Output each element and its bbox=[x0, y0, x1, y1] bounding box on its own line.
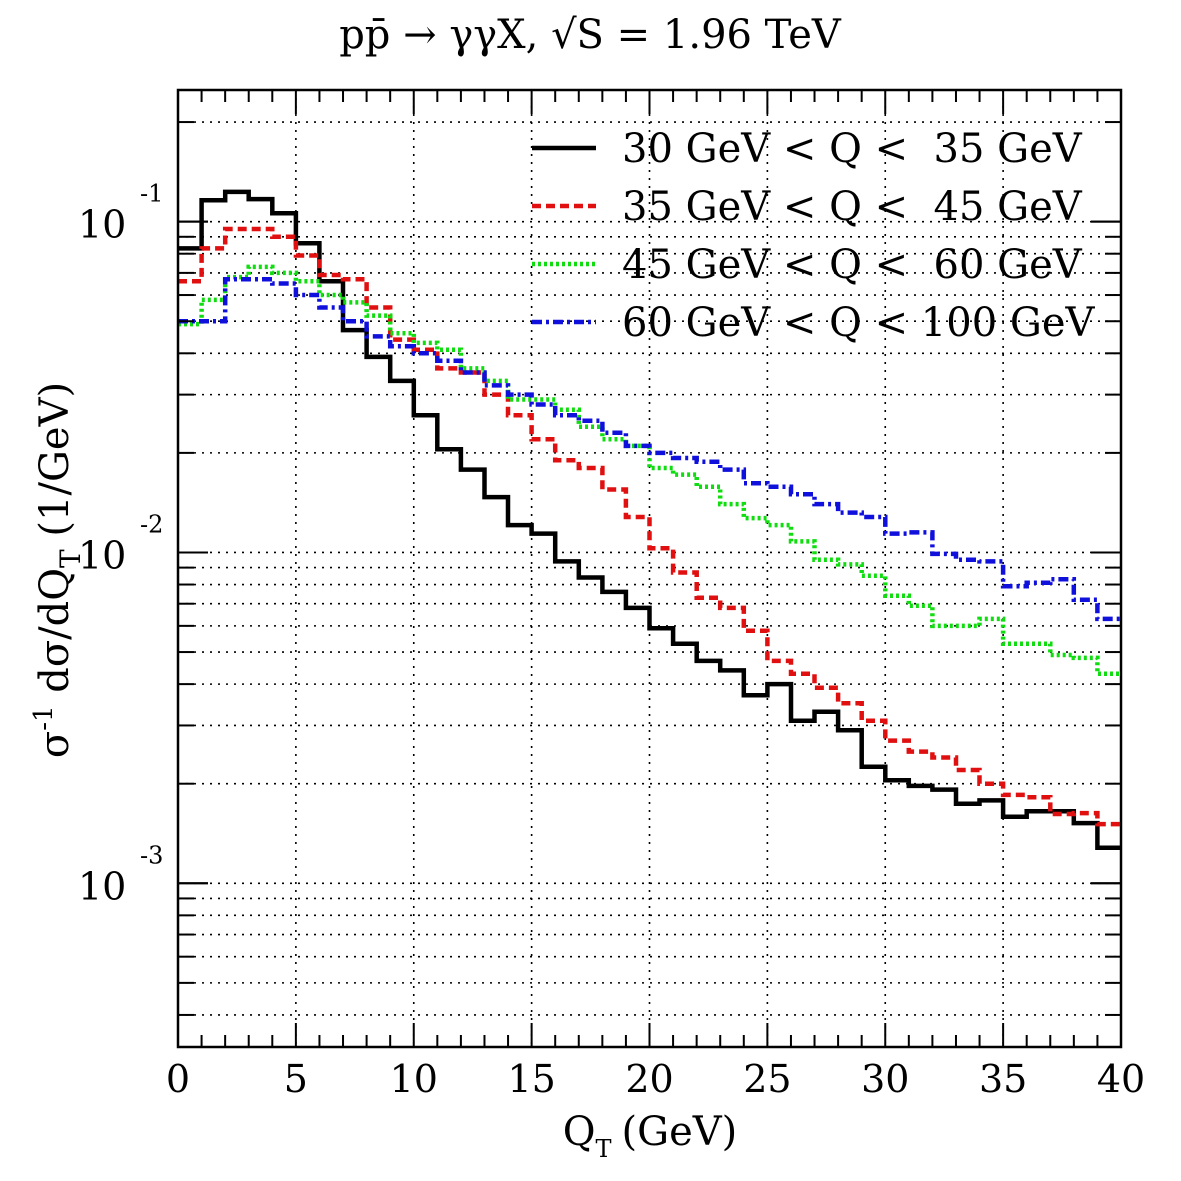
y-axis-title: σ-1 dσ/dQT (1/GeV) bbox=[29, 382, 87, 758]
y-axis-title-inv: -1 bbox=[29, 705, 59, 730]
x-tick-label: 40 bbox=[1097, 1057, 1145, 1101]
y-tick-label-exp: -1 bbox=[140, 180, 163, 208]
x-tick-label: 25 bbox=[743, 1057, 791, 1101]
x-tick-label: 0 bbox=[166, 1057, 190, 1101]
x-tick-label: 10 bbox=[390, 1057, 438, 1101]
y-tick-label-base: 10 bbox=[78, 864, 126, 908]
x-axis-title-unit: (GeV) bbox=[622, 1109, 738, 1155]
chart-title: pp̄ → γγX, √S = 1.96 TeV bbox=[339, 12, 842, 58]
y-axis-title-sub: T bbox=[54, 549, 87, 568]
x-tick-label: 30 bbox=[861, 1057, 909, 1101]
y-axis-title-mid: dσ/dQ bbox=[32, 568, 78, 706]
series-line-4 bbox=[178, 276, 1121, 622]
y-axis-title-unit: (1/GeV) bbox=[32, 382, 78, 549]
legend-label-4: 60 GeV < Q < 100 GeV bbox=[622, 300, 1095, 346]
x-tick-label: 20 bbox=[625, 1057, 673, 1101]
legend: 30 GeV < Q < 35 GeV 35 GeV < Q < 45 GeV 45… bbox=[532, 126, 1095, 346]
x-tick-labels: 0 5 10 15 20 25 30 35 40 bbox=[166, 1057, 1145, 1101]
x-axis-title-main: Q bbox=[563, 1109, 596, 1155]
x-tick-label: 35 bbox=[979, 1057, 1027, 1101]
legend-label-3: 45 GeV < Q < 60 GeV bbox=[622, 242, 1083, 288]
plot-frame bbox=[176, 88, 1123, 1049]
legend-label-1: 30 GeV < Q < 35 GeV bbox=[622, 126, 1083, 172]
grid bbox=[178, 90, 1121, 1047]
series-line-2 bbox=[178, 226, 1121, 827]
y-tick-label-exp: -3 bbox=[140, 841, 163, 869]
x-tick-label: 15 bbox=[507, 1057, 555, 1101]
x-tick-label: 5 bbox=[284, 1057, 308, 1101]
x-axis-title: QT (GeV) bbox=[563, 1109, 738, 1163]
series-layer bbox=[178, 189, 1121, 851]
legend-label-2: 35 GeV < Q < 45 GeV bbox=[622, 184, 1083, 230]
y-tick-labels: 10 -1 10 -2 10 -3 bbox=[78, 180, 163, 909]
y-tick-label-base: 10 bbox=[78, 203, 126, 247]
x-axis-title-sub: T bbox=[596, 1135, 612, 1163]
y-axis-title-sigma: σ bbox=[32, 731, 78, 758]
y-tick-label-base: 10 bbox=[78, 533, 126, 577]
series-line-3 bbox=[178, 264, 1121, 676]
y-tick-label-exp: -2 bbox=[140, 510, 163, 538]
axis-ticks bbox=[177, 90, 1122, 1047]
